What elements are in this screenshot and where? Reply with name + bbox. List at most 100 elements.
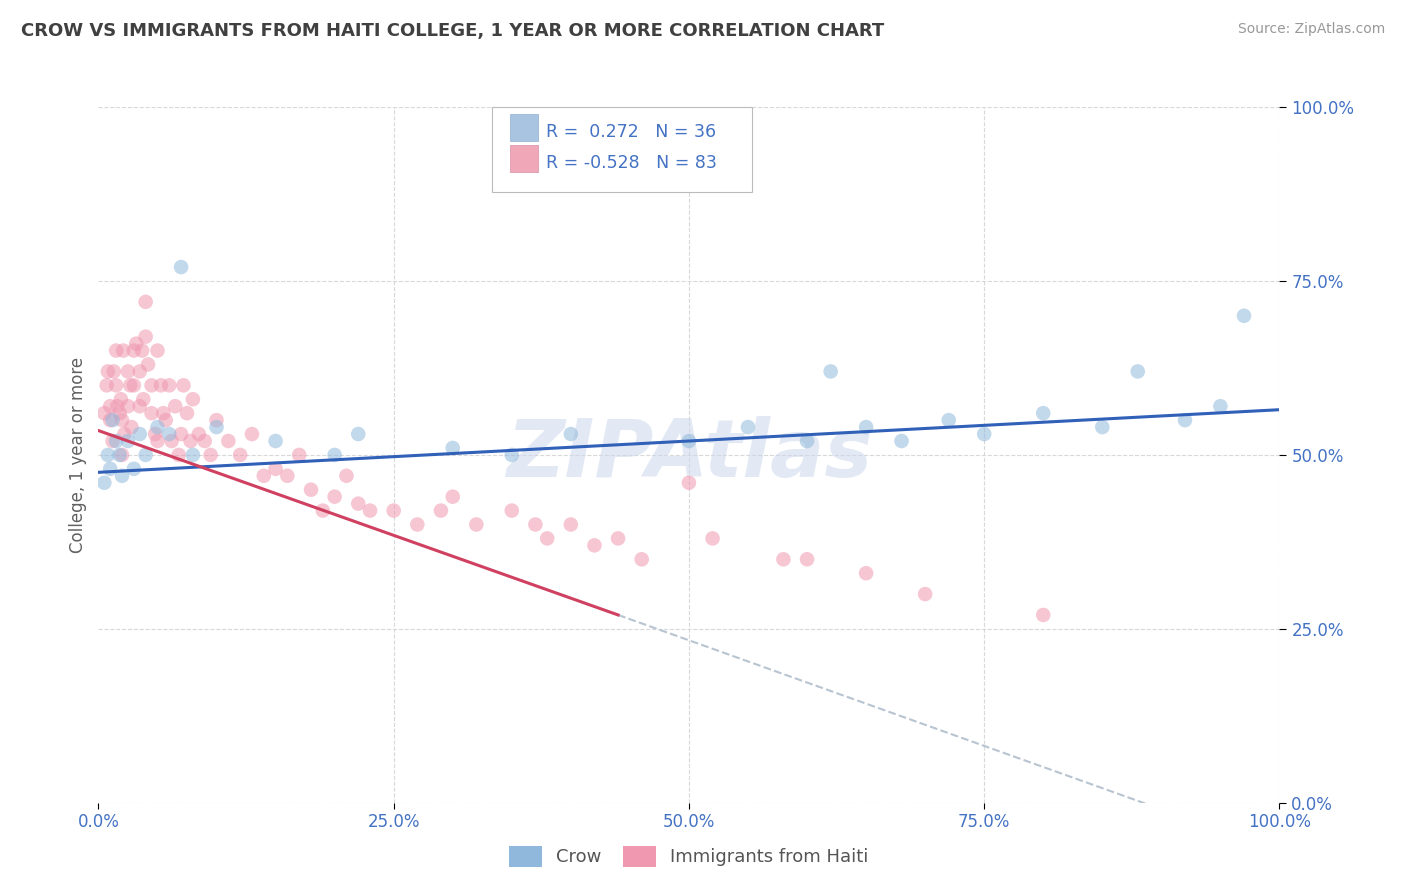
Point [441,490,464,504]
Point [312,503,335,517]
Point [165,399,187,413]
Point [122,378,145,392]
Point [737,420,759,434]
Point [108,448,131,462]
Point [1209,399,1232,413]
Point [105,343,128,358]
Point [170,260,193,274]
Point [855,420,877,434]
Text: CROW VS IMMIGRANTS FROM HAITI COLLEGE, 1 YEAR OR MORE CORRELATION CHART: CROW VS IMMIGRANTS FROM HAITI COLLEGE, 1… [21,22,884,40]
Point [890,434,912,448]
Point [98,462,121,476]
Point [229,448,252,462]
Point [135,329,157,343]
Point [146,343,169,358]
Point [914,587,936,601]
Point [143,427,166,442]
Point [276,468,298,483]
Point [98,413,121,427]
Point [560,427,582,442]
Point [678,475,700,490]
Text: Source: ZipAtlas.com: Source: ZipAtlas.com [1237,22,1385,37]
Point [194,434,217,448]
Point [122,462,145,476]
Point [125,336,148,351]
Point [583,538,606,552]
Point [430,503,453,517]
Point [323,448,346,462]
Text: ZIPAtlas: ZIPAtlas [506,416,872,494]
Point [105,399,128,413]
Point [141,406,163,420]
Point [146,420,169,434]
Point [772,552,794,566]
Point [240,427,263,442]
Point [121,420,143,434]
Point [128,427,150,442]
Point [441,441,464,455]
Point [181,392,204,407]
Point [465,517,488,532]
Point [1126,364,1149,378]
Point [855,566,877,581]
Point [382,503,405,517]
Point [155,413,177,427]
Point [702,532,724,546]
Point [253,468,276,483]
Point [98,399,121,413]
Point [187,427,209,442]
Point [117,364,139,378]
Point [111,448,134,462]
Point [108,406,131,420]
Point [406,517,429,532]
Point [160,434,183,448]
Point [112,427,135,442]
Point [200,448,222,462]
Point [501,503,523,517]
Point [264,462,287,476]
Point [172,378,194,392]
Legend: Crow, Immigrants from Haiti: Crow, Immigrants from Haiti [502,838,876,874]
Point [560,517,582,532]
Point [101,434,124,448]
Point [101,413,124,427]
Point [536,532,558,546]
Point [167,448,190,462]
Point [205,413,228,427]
Point [97,364,120,378]
Point [678,434,700,448]
Point [128,364,150,378]
Point [132,392,155,407]
Point [181,448,204,462]
Point [820,364,842,378]
Point [176,406,198,420]
Point [501,448,523,462]
Point [205,420,228,434]
Point [607,532,630,546]
Point [264,434,287,448]
Point [157,378,180,392]
Point [323,490,346,504]
Point [524,517,547,532]
Point [347,497,370,511]
Point [105,378,128,392]
Point [1032,406,1054,420]
Point [93,475,115,490]
Point [117,434,139,448]
Text: R = -0.528   N = 83: R = -0.528 N = 83 [546,154,717,172]
Point [120,378,142,392]
Point [97,448,120,462]
Point [1032,607,1054,622]
Point [146,434,169,448]
Point [359,503,381,517]
Point [1233,309,1256,323]
Point [96,378,118,392]
Point [299,483,322,497]
Point [122,343,145,358]
Point [135,294,157,309]
Point [973,427,995,442]
Point [1091,420,1114,434]
Point [217,434,239,448]
Point [141,378,163,392]
Text: R =  0.272   N = 36: R = 0.272 N = 36 [546,123,716,141]
